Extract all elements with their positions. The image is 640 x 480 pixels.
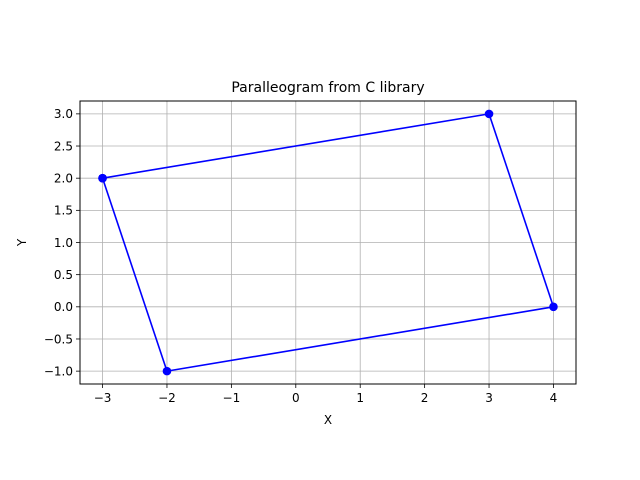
y-tick-label: −0.5	[44, 332, 73, 346]
x-axis-label: X	[324, 413, 332, 427]
y-tick-label: 1.0	[54, 236, 73, 250]
data-point	[484, 109, 494, 119]
x-tick-label: 0	[292, 391, 300, 405]
y-tick-label: 2.5	[54, 139, 73, 153]
x-tick-label: 3	[485, 391, 493, 405]
y-axis-label: Y	[15, 238, 29, 247]
x-tick-label: −3	[94, 391, 112, 405]
x-axis-ticks: −3 −2 −1 0 1 2 3 4	[94, 384, 558, 405]
chart-title: Paralleogram from C library	[231, 80, 424, 96]
series-group	[98, 109, 558, 376]
y-tick-label: −1.0	[44, 364, 73, 378]
x-tick-label: 1	[356, 391, 364, 405]
y-tick-label: 2.0	[54, 171, 73, 185]
y-tick-label: 0.0	[54, 300, 73, 314]
y-tick-label: 0.5	[54, 268, 73, 282]
x-tick-label: 2	[421, 391, 429, 405]
x-tick-label: 4	[550, 391, 558, 405]
data-point	[98, 173, 107, 183]
y-axis-ticks: −1.0 −0.5 0.0 0.5 1.0 1.5 2.0 2.5 3.0	[44, 107, 80, 378]
x-tick-label: −1	[223, 391, 241, 405]
x-tick-label: −2	[158, 391, 176, 405]
y-tick-label: 1.5	[54, 204, 73, 218]
y-tick-label: 3.0	[54, 107, 73, 121]
data-point	[162, 366, 172, 376]
data-point	[549, 302, 558, 312]
